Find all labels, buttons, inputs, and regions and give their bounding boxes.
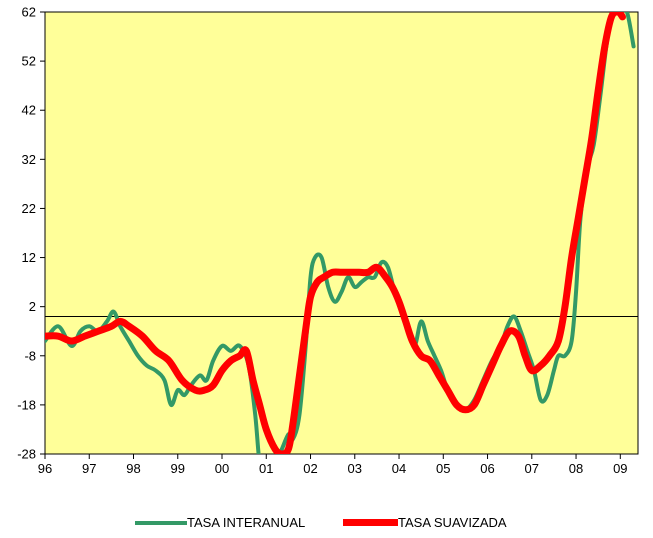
- x-tick-label: 97: [82, 461, 96, 476]
- x-tick-label: 07: [525, 461, 539, 476]
- y-tick-label: 42: [22, 103, 36, 118]
- y-tick-label: -8: [24, 348, 36, 363]
- legend: TASA INTERANUAL TASA SUAVIZADA: [0, 515, 653, 537]
- x-tick-label: 99: [171, 461, 185, 476]
- x-tick-label: 04: [392, 461, 406, 476]
- series-line-tasa-suavizada: [45, 12, 627, 454]
- y-tick-label: -18: [17, 397, 36, 412]
- legend-label: TASA SUAVIZADA: [398, 515, 507, 530]
- series-group: [45, 12, 636, 454]
- y-tick-label: -28: [17, 447, 36, 462]
- legend-item-interanual: TASA INTERANUAL: [135, 515, 305, 530]
- x-tick-label: 03: [348, 461, 362, 476]
- legend-swatch-red: [343, 519, 398, 526]
- y-tick-label: 22: [22, 201, 36, 216]
- x-axis: 96 97 98 99 00 01 02 03 04 05 06 07 08 09: [38, 454, 628, 476]
- chart: 62 52 42 32 22 12 2 -8 -18 -28 96 97 98 99 00 01 02 03 04…: [17, 5, 639, 476]
- legend-item-suavizada: TASA SUAVIZADA: [343, 515, 507, 530]
- x-tick-label: 00: [215, 461, 229, 476]
- y-tick-label: 32: [22, 152, 36, 167]
- x-tick-label: 98: [126, 461, 140, 476]
- x-tick-label: 02: [303, 461, 317, 476]
- y-axis: 62 52 42 32 22 12 2 -8 -18 -28: [17, 5, 45, 462]
- y-tick-label: 12: [22, 250, 36, 265]
- legend-swatch-green: [135, 520, 187, 525]
- plot-area: [44, 11, 639, 455]
- y-tick-label: 52: [22, 54, 36, 69]
- x-tick-label: 09: [613, 461, 627, 476]
- series-line-tasa-interanual: [45, 12, 636, 454]
- x-tick-label: 05: [436, 461, 450, 476]
- x-tick-label: 06: [480, 461, 494, 476]
- legend-label: TASA INTERANUAL: [187, 515, 306, 530]
- x-tick-label: 08: [569, 461, 583, 476]
- x-tick-label: 01: [259, 461, 273, 476]
- x-tick-label: 96: [38, 461, 52, 476]
- y-tick-label: 2: [29, 299, 36, 314]
- y-tick-label: 62: [22, 5, 36, 20]
